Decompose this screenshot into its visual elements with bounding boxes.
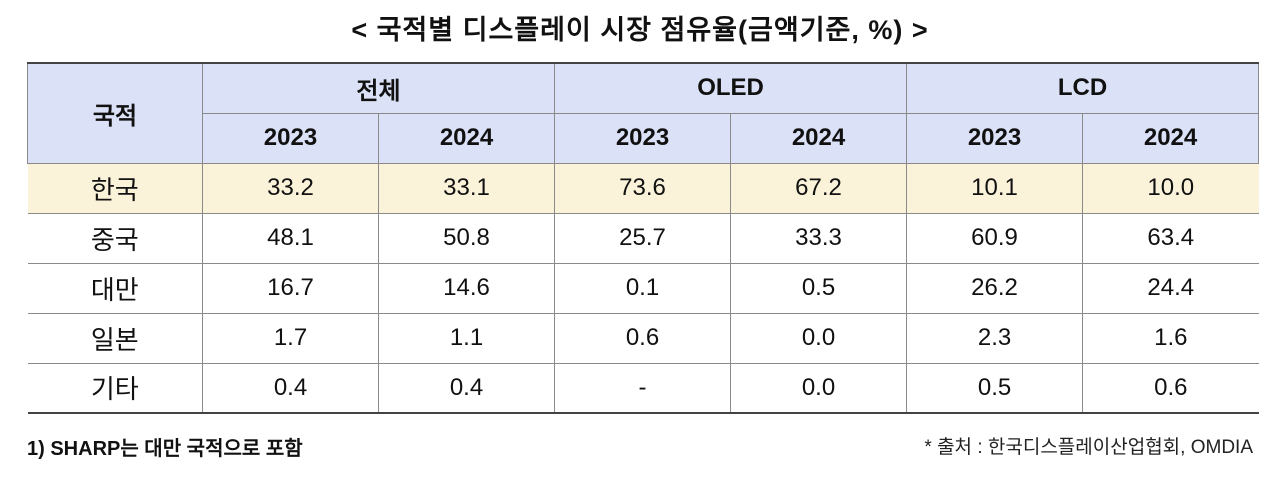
year-header: 2024	[730, 112, 908, 164]
value-cell: 1.1	[378, 312, 556, 364]
value-cell: 0.0	[730, 362, 908, 414]
value-cell: 10.1	[906, 162, 1084, 214]
value-cell: 2.3	[906, 312, 1084, 364]
value-cell: 33.3	[730, 212, 908, 264]
group-header-lcd: LCD	[906, 62, 1260, 114]
value-cell: -	[554, 362, 732, 414]
value-cell: 33.2	[202, 162, 379, 214]
page-title: < 국적별 디스플레이 시장 점유율(금액기준, %) >	[351, 15, 929, 45]
value-cell: 60.9	[906, 212, 1084, 264]
country-column-header: 국적	[27, 62, 203, 164]
year-header: 2024	[377, 112, 556, 164]
year-header: 2023	[906, 112, 1084, 164]
value-cell: 0.1	[554, 262, 732, 314]
footnote: 1) SHARP는 대만 국적으로 포함	[27, 438, 303, 460]
header-row-years: 2023 2024 2023 2024 2023 2024	[28, 112, 1260, 164]
value-cell: 24.4	[1082, 262, 1259, 314]
market-share-table: 국적 전체 OLED LCD 2023 2024 2023 2024 2023 …	[27, 62, 1260, 414]
value-cell: 0.0	[730, 312, 908, 364]
value-cell: 25.7	[554, 212, 732, 264]
value-cell: 73.6	[554, 162, 732, 214]
table-row: 중국 48.1 50.8 25.7 33.3 60.9 63.4	[27, 212, 1259, 264]
table-row: 일본 1.7 1.1 0.6 0.0 2.3 1.6	[27, 312, 1259, 364]
value-cell: 0.5	[730, 262, 908, 314]
value-cell: 67.2	[730, 162, 908, 214]
country-cell: 일본	[27, 312, 203, 364]
value-cell: 16.7	[202, 262, 379, 314]
value-cell: 0.4	[378, 362, 556, 414]
value-cell: 48.1	[202, 212, 379, 264]
table-row: 한국 33.2 33.1 73.6 67.2 10.1 10.0	[27, 162, 1259, 214]
table-row: 대만 16.7 14.6 0.1 0.5 26.2 24.4	[27, 262, 1259, 314]
value-cell: 10.0	[1082, 162, 1259, 214]
value-cell: 0.6	[554, 312, 732, 364]
group-header-total: 전체	[201, 62, 556, 114]
value-cell: 33.1	[378, 162, 556, 214]
country-cell: 대만	[27, 262, 203, 314]
value-cell: 14.6	[378, 262, 556, 314]
value-cell: 63.4	[1082, 212, 1259, 264]
country-cell: 한국	[27, 162, 203, 214]
table-row: 기타 0.4 0.4 - 0.0 0.5 0.6	[27, 362, 1259, 414]
country-cell: 중국	[27, 212, 203, 264]
value-cell: 0.4	[202, 362, 379, 414]
year-header: 2023	[554, 112, 732, 164]
source-note: * 출처 : 한국디스플레이산업협회, OMDIA	[924, 437, 1253, 458]
value-cell: 1.6	[1082, 312, 1259, 364]
value-cell: 0.5	[906, 362, 1084, 414]
value-cell: 0.6	[1082, 362, 1259, 414]
header-row-groups: 국적 전체 OLED LCD	[27, 62, 1260, 164]
value-cell: 26.2	[906, 262, 1084, 314]
year-header: 2024	[1082, 112, 1260, 164]
year-header: 2023	[202, 112, 379, 164]
country-cell: 기타	[27, 362, 203, 414]
value-cell: 50.8	[378, 212, 556, 264]
value-cell: 1.7	[202, 312, 379, 364]
group-header-oled: OLED	[554, 62, 908, 114]
